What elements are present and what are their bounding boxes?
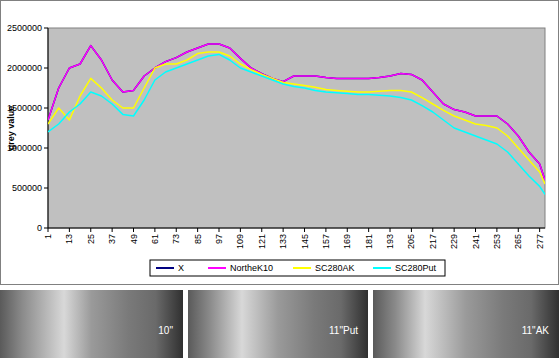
x-tick-label: 49 (129, 234, 139, 244)
x-tick (48, 228, 49, 232)
x-tick-label: 229 (449, 234, 459, 249)
y-tick (44, 108, 48, 109)
x-tick (411, 228, 412, 232)
x-tick-label: 169 (342, 234, 352, 249)
x-tick (154, 228, 155, 232)
legend-swatch (373, 267, 391, 269)
y-tick (44, 68, 48, 69)
x-tick (219, 228, 220, 232)
x-tick (90, 228, 91, 232)
x-tick-label: 133 (278, 234, 288, 249)
legend-label: SC280AK (315, 263, 355, 273)
series-line (48, 52, 545, 184)
x-tick-label: 85 (193, 234, 203, 244)
x-tick (368, 228, 369, 232)
image-label: 10" (158, 325, 173, 336)
x-axis (48, 228, 545, 229)
legend-label: SC280Put (395, 263, 437, 273)
x-tick-label: 97 (214, 234, 224, 244)
y-tick (44, 148, 48, 149)
x-tick-label: 73 (171, 234, 181, 244)
x-tick (518, 228, 519, 232)
x-tick (197, 228, 198, 232)
x-tick-label: 193 (385, 234, 395, 249)
x-tick (539, 228, 540, 232)
x-tick-label: 253 (492, 234, 502, 249)
x-tick-label: 277 (535, 234, 545, 249)
x-tick-label: 1 (43, 234, 53, 239)
x-tick (112, 228, 113, 232)
x-tick-label: 25 (86, 234, 96, 244)
legend-swatch (156, 267, 174, 269)
x-tick (176, 228, 177, 232)
series-line (48, 54, 545, 194)
image-panel (0, 290, 183, 358)
y-tick-label: 2500000 (7, 23, 42, 33)
x-tick-label: 217 (428, 234, 438, 249)
series-line (48, 44, 545, 180)
x-tick (325, 228, 326, 232)
chart-frame (1, 1, 559, 285)
image-panel (188, 290, 368, 358)
y-tick-label: 0 (37, 223, 42, 233)
image-label: 11"Put (329, 325, 358, 336)
x-tick-label: 61 (150, 234, 160, 244)
x-tick-label: 121 (257, 234, 267, 249)
x-tick-label: 13 (64, 234, 74, 244)
x-tick (475, 228, 476, 232)
chart-root: 05000001000000150000020000002500000grey … (0, 0, 559, 358)
x-tick (240, 228, 241, 232)
x-tick-label: 109 (235, 234, 245, 249)
x-tick (304, 228, 305, 232)
legend-label: NortheK10 (230, 263, 273, 273)
y-tick-label: 500000 (12, 183, 42, 193)
y-tick (44, 28, 48, 29)
y-tick (44, 228, 48, 229)
y-axis (48, 28, 49, 228)
x-tick (261, 228, 262, 232)
image-panel (373, 290, 559, 358)
legend-swatch (293, 267, 311, 269)
x-tick (283, 228, 284, 232)
x-tick-label: 37 (107, 234, 117, 244)
x-tick (432, 228, 433, 232)
x-tick-label: 205 (406, 234, 416, 249)
x-tick-label: 145 (300, 234, 310, 249)
y-tick-label: 2000000 (7, 63, 42, 73)
image-label: 11"AK (522, 325, 550, 336)
x-tick (390, 228, 391, 232)
x-tick (69, 228, 70, 232)
y-axis-label: grey value (6, 106, 16, 151)
legend-swatch (208, 267, 226, 269)
x-tick-label: 181 (364, 234, 374, 249)
legend-box (150, 260, 445, 276)
x-tick (496, 228, 497, 232)
x-tick (454, 228, 455, 232)
legend-label: X (178, 263, 184, 273)
x-tick (347, 228, 348, 232)
x-tick (133, 228, 134, 232)
x-tick-label: 157 (321, 234, 331, 249)
series-group (48, 44, 545, 194)
plot-area (48, 28, 545, 228)
x-tick-label: 241 (471, 234, 481, 249)
y-tick (44, 188, 48, 189)
x-tick-label: 265 (513, 234, 523, 249)
series-line (48, 44, 545, 180)
